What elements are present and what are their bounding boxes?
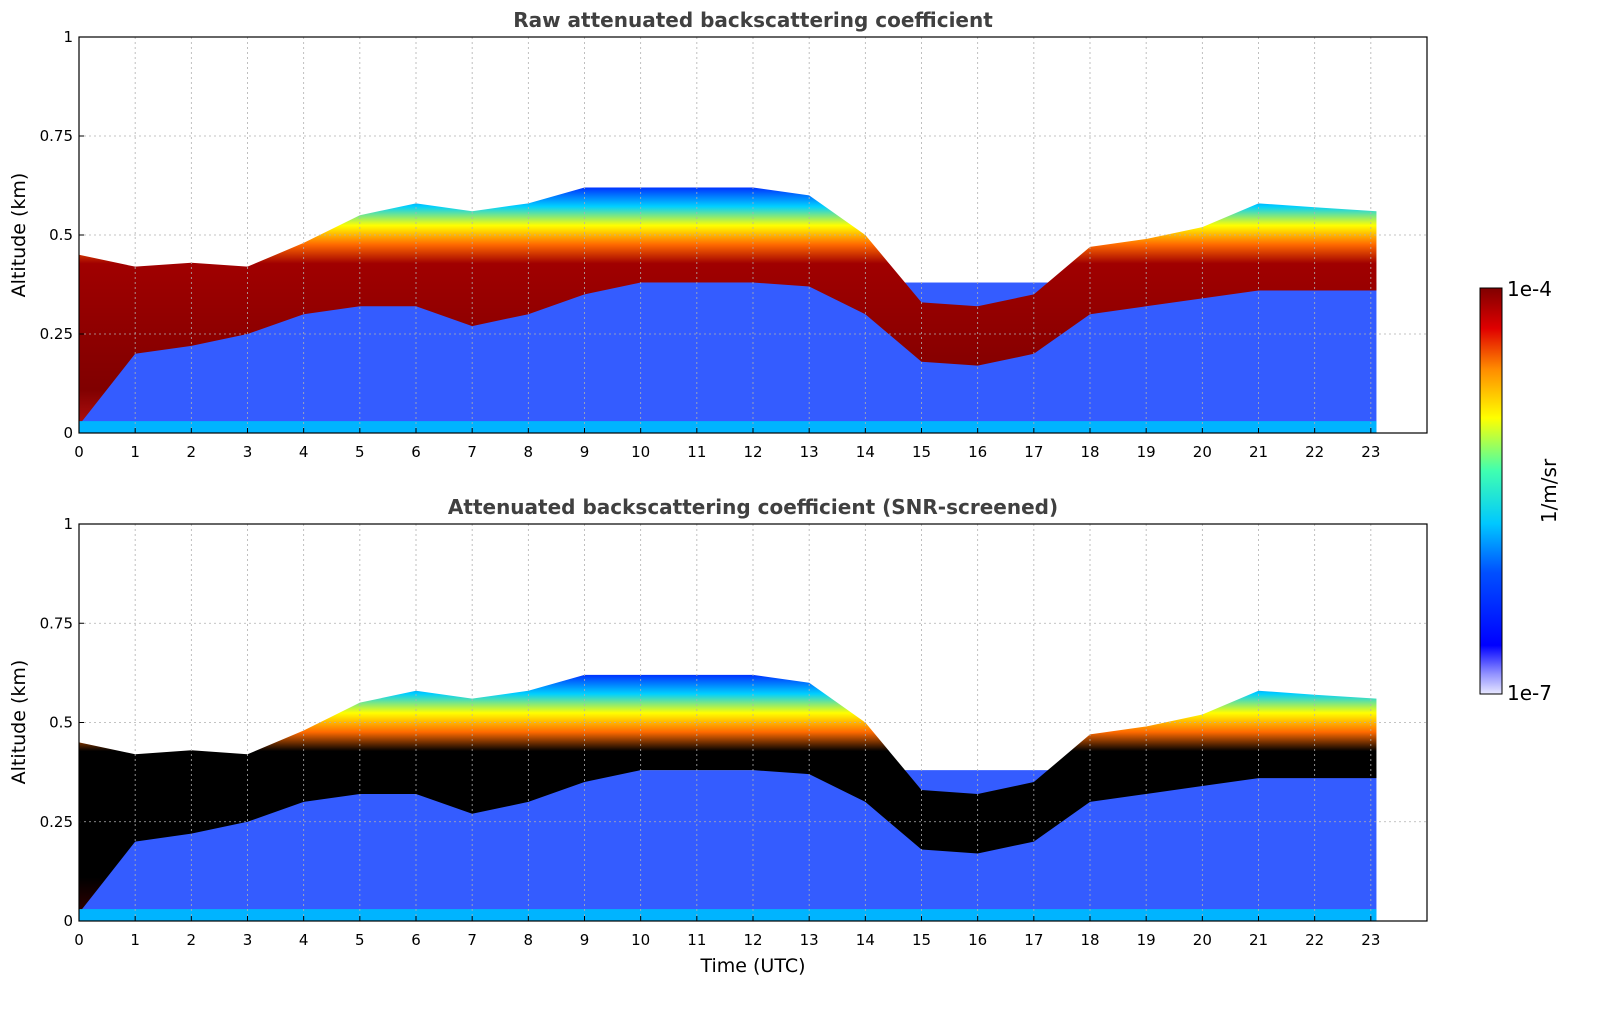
raw-x-tick-label: 8	[524, 443, 534, 461]
raw-surface-band	[79, 421, 1377, 433]
screened-x-tick-label: 7	[467, 931, 477, 949]
raw-y-tick-label: 1	[63, 28, 73, 46]
screened-cloud-layer	[79, 674, 1377, 914]
raw-y-tick-label: 0	[63, 424, 73, 442]
raw-x-tick-label: 21	[1249, 443, 1268, 461]
screened-x-tick-label: 8	[524, 931, 534, 949]
screened-x-tick-label: 11	[687, 931, 706, 949]
raw-x-tick-label: 14	[856, 443, 875, 461]
screened-backscatter-field	[79, 674, 1377, 921]
screened-x-tick-label: 3	[243, 931, 253, 949]
raw-cloud-layer	[79, 187, 1377, 426]
screened-y-axis-label: Altitude (km)	[8, 660, 30, 785]
screened-x-tick-label: 5	[355, 931, 365, 949]
screened-y-tick-label: 0.5	[49, 714, 73, 732]
raw-panel-title: Raw attenuated backscattering coefficien…	[513, 8, 993, 32]
raw-x-tick-label: 4	[299, 443, 309, 461]
raw-x-tick-label: 20	[1193, 443, 1212, 461]
raw-x-tick-label: 13	[800, 443, 819, 461]
colorbar-gradient	[1479, 287, 1503, 695]
screened-panel-title: Attenuated backscattering coefficient (S…	[448, 495, 1058, 519]
raw-x-tick-label: 18	[1080, 443, 1099, 461]
raw-x-tick-label: 15	[912, 443, 931, 461]
screened-x-tick-label: 21	[1249, 931, 1268, 949]
screened-gridlines	[79, 524, 1427, 921]
screened-x-tick-label: 12	[743, 931, 762, 949]
screened-x-tick-label: 2	[187, 931, 197, 949]
colorbar-max-label: 1e-4	[1507, 277, 1552, 301]
raw-backscatter-panel: Raw attenuated backscattering coefficien…	[8, 8, 1428, 461]
x-axis-label: Time (UTC)	[699, 955, 805, 977]
raw-gridlines	[79, 37, 1427, 433]
raw-x-tick-label: 7	[467, 443, 477, 461]
screened-surface-band	[79, 909, 1377, 921]
screened-x-tick-label: 19	[1137, 931, 1156, 949]
raw-x-tick-label: 2	[187, 443, 197, 461]
screened-y-tick-label: 0.25	[40, 813, 73, 831]
screened-backscatter-panel: Attenuated backscattering coefficient (S…	[8, 495, 1428, 977]
colorbar-unit-label: 1/m/sr	[1537, 458, 1561, 523]
screened-x-tick-label: 18	[1080, 931, 1099, 949]
screened-x-tick-label: 4	[299, 931, 309, 949]
raw-x-tick-label: 1	[130, 443, 140, 461]
colorbar: 1e-4 1e-7 1/m/sr	[1479, 277, 1561, 705]
screened-x-tick-label: 14	[856, 931, 875, 949]
raw-x-tick-label: 11	[687, 443, 706, 461]
screened-x-tick-label: 23	[1361, 931, 1380, 949]
raw-y-tick-label: 0.75	[40, 127, 73, 145]
raw-y-tick-label: 0.5	[49, 226, 73, 244]
screened-y-tick-label: 0	[63, 912, 73, 930]
raw-x-axis: 0 1 2 3 4 5 6 7 8 9 10 11 12 13 14 15 16 17 18 19 20 21 22 23	[74, 428, 1380, 461]
raw-x-tick-label: 16	[968, 443, 987, 461]
raw-x-tick-label: 22	[1305, 443, 1324, 461]
screened-y-tick-label: 1	[63, 515, 73, 533]
screened-x-tick-label: 9	[580, 931, 590, 949]
raw-y-axis: 0 0.25 0.5 0.75 1	[40, 28, 84, 442]
screened-x-tick-label: 15	[912, 931, 931, 949]
raw-x-tick-label: 3	[243, 443, 253, 461]
screened-x-axis: 0 1 2 3 4 5 6 7 8 9 10 11 12 13 14 15 16 17 18 19 20 21 22 23	[74, 916, 1380, 949]
raw-x-tick-label: 6	[411, 443, 421, 461]
raw-y-axis-label: Altitude (km)	[8, 173, 30, 298]
raw-x-tick-label: 19	[1137, 443, 1156, 461]
raw-x-tick-label: 5	[355, 443, 365, 461]
raw-x-tick-label: 17	[1024, 443, 1043, 461]
raw-x-tick-label: 9	[580, 443, 590, 461]
screened-x-tick-label: 0	[74, 931, 84, 949]
raw-backscatter-field	[79, 187, 1377, 433]
screened-y-tick-label: 0.75	[40, 614, 73, 632]
raw-x-tick-label: 23	[1361, 443, 1380, 461]
raw-y-tick-label: 0.25	[40, 325, 73, 343]
colorbar-min-label: 1e-7	[1507, 681, 1552, 705]
screened-x-tick-label: 17	[1024, 931, 1043, 949]
raw-x-tick-label: 10	[631, 443, 650, 461]
screened-x-tick-label: 1	[130, 931, 140, 949]
screened-x-tick-label: 16	[968, 931, 987, 949]
screened-x-tick-label: 13	[800, 931, 819, 949]
raw-x-tick-label: 12	[743, 443, 762, 461]
screened-x-tick-label: 10	[631, 931, 650, 949]
screened-x-tick-label: 6	[411, 931, 421, 949]
raw-x-tick-label: 0	[74, 443, 84, 461]
screened-y-axis: 0 0.25 0.5 0.75 1	[40, 515, 84, 930]
screened-x-tick-label: 22	[1305, 931, 1324, 949]
screened-x-tick-label: 20	[1193, 931, 1212, 949]
